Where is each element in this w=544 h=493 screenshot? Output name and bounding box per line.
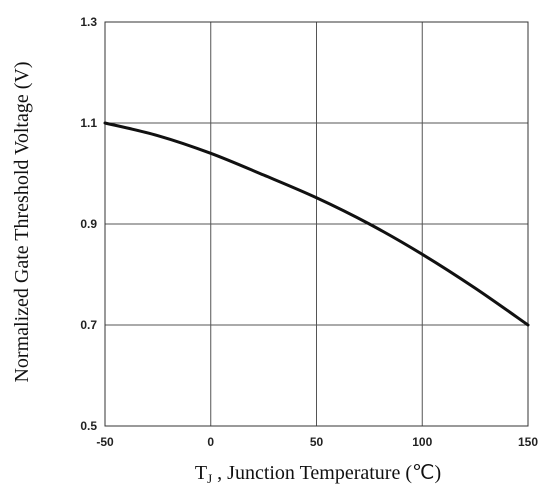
x-tick-labels: -50 0 50 100 150 — [96, 435, 538, 449]
x-tick-label: 150 — [518, 435, 538, 449]
x-axis-label: TJ , Junction Temperature (℃) — [195, 462, 441, 486]
x-axis-label-suffix: , Junction Temperature (℃) — [212, 462, 441, 484]
y-tick-label: 0.5 — [80, 419, 97, 433]
x-axis-label-subscript: J — [207, 471, 212, 486]
x-axis-label-prefix: T — [195, 462, 207, 484]
x-tick-label: -50 — [96, 435, 114, 449]
y-tick-label: 0.7 — [80, 318, 97, 332]
y-tick-labels: 0.5 0.7 0.9 1.1 1.3 — [80, 15, 97, 433]
x-tick-label: 50 — [310, 435, 324, 449]
x-tick-label: 100 — [412, 435, 432, 449]
plot-frame — [104, 21, 529, 427]
y-tick-label: 1.1 — [80, 116, 97, 130]
y-tick-label: 0.9 — [80, 217, 97, 231]
grid — [104, 21, 529, 427]
y-tick-label: 1.3 — [80, 15, 97, 29]
x-tick-label: 0 — [207, 435, 214, 449]
y-axis-label: Normalized Gate Threshold Voltage (V) — [11, 61, 33, 382]
series-line — [103, 121, 530, 327]
series-layer — [103, 121, 530, 327]
